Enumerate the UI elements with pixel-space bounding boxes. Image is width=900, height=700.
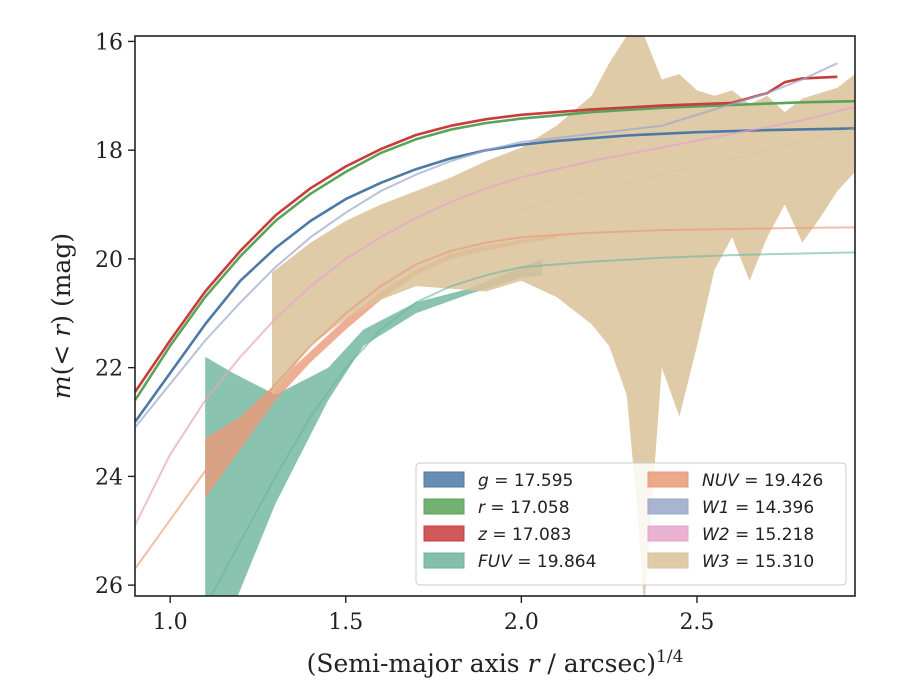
x-tick-label: 1.5 (328, 610, 363, 635)
y-tick-label: 22 (95, 357, 123, 382)
line-w3 (274, 127, 855, 336)
legend-swatch-fuv (423, 552, 465, 569)
y-tick-label: 18 (95, 139, 123, 164)
y-tick-label: 16 (95, 30, 123, 55)
legend-label-nuv: NUV = 19.426 (702, 471, 823, 491)
legend-swatch-nuv (647, 471, 689, 488)
x-axis-label: (Semi-major axis r / arcsec)1/4 (307, 647, 684, 678)
legend-label-w1: W1 = 14.396 (702, 498, 814, 518)
x-tick-label: 2.5 (679, 610, 714, 635)
legend-swatch-r (423, 498, 465, 515)
legend-swatch-w2 (647, 525, 689, 542)
legend-swatch-g (423, 471, 465, 488)
y-tick-label: 20 (95, 248, 123, 273)
x-tick-label: 2.0 (504, 610, 539, 635)
band-w3 (272, 36, 855, 596)
legend-label-w2: W2 = 15.218 (702, 525, 814, 545)
x-tick-label: 1.0 (153, 610, 188, 635)
legend-swatch-w1 (647, 498, 689, 515)
y-axis-label: m(< r) (mag) (47, 233, 76, 399)
line-g (135, 127, 855, 423)
y-tick-label: 26 (95, 574, 123, 599)
line-w1 (135, 62, 838, 429)
line-w2 (135, 105, 855, 526)
confidence-bands (205, 36, 855, 596)
plot-frame (134, 35, 856, 597)
y-axis: 16 18 20 22 24 26 (95, 30, 135, 599)
band-fuv (205, 258, 543, 596)
x-axis: 1.0 1.5 2.0 2.5 (153, 596, 714, 635)
y-tick-label: 24 (95, 465, 123, 490)
legend-label-fuv: FUV = 19.864 (478, 552, 596, 572)
series-lines (135, 62, 855, 596)
legend-swatch-w3 (647, 552, 689, 569)
legend-label-w3: W3 = 15.310 (702, 552, 814, 572)
legend-label-g: g = 17.595 (478, 471, 573, 491)
legend-box (415, 462, 847, 586)
line-fuv (209, 251, 855, 596)
legend-label-z: z = 17.083 (477, 525, 571, 545)
legend-swatch-z (423, 525, 465, 542)
legend: g = 17.595 r = 17.058 z = 17.083 FUV = 19.8… (415, 462, 847, 586)
legend-label-r: r = 17.058 (478, 498, 570, 518)
line-nuv (135, 226, 855, 570)
line-r (135, 99, 855, 402)
